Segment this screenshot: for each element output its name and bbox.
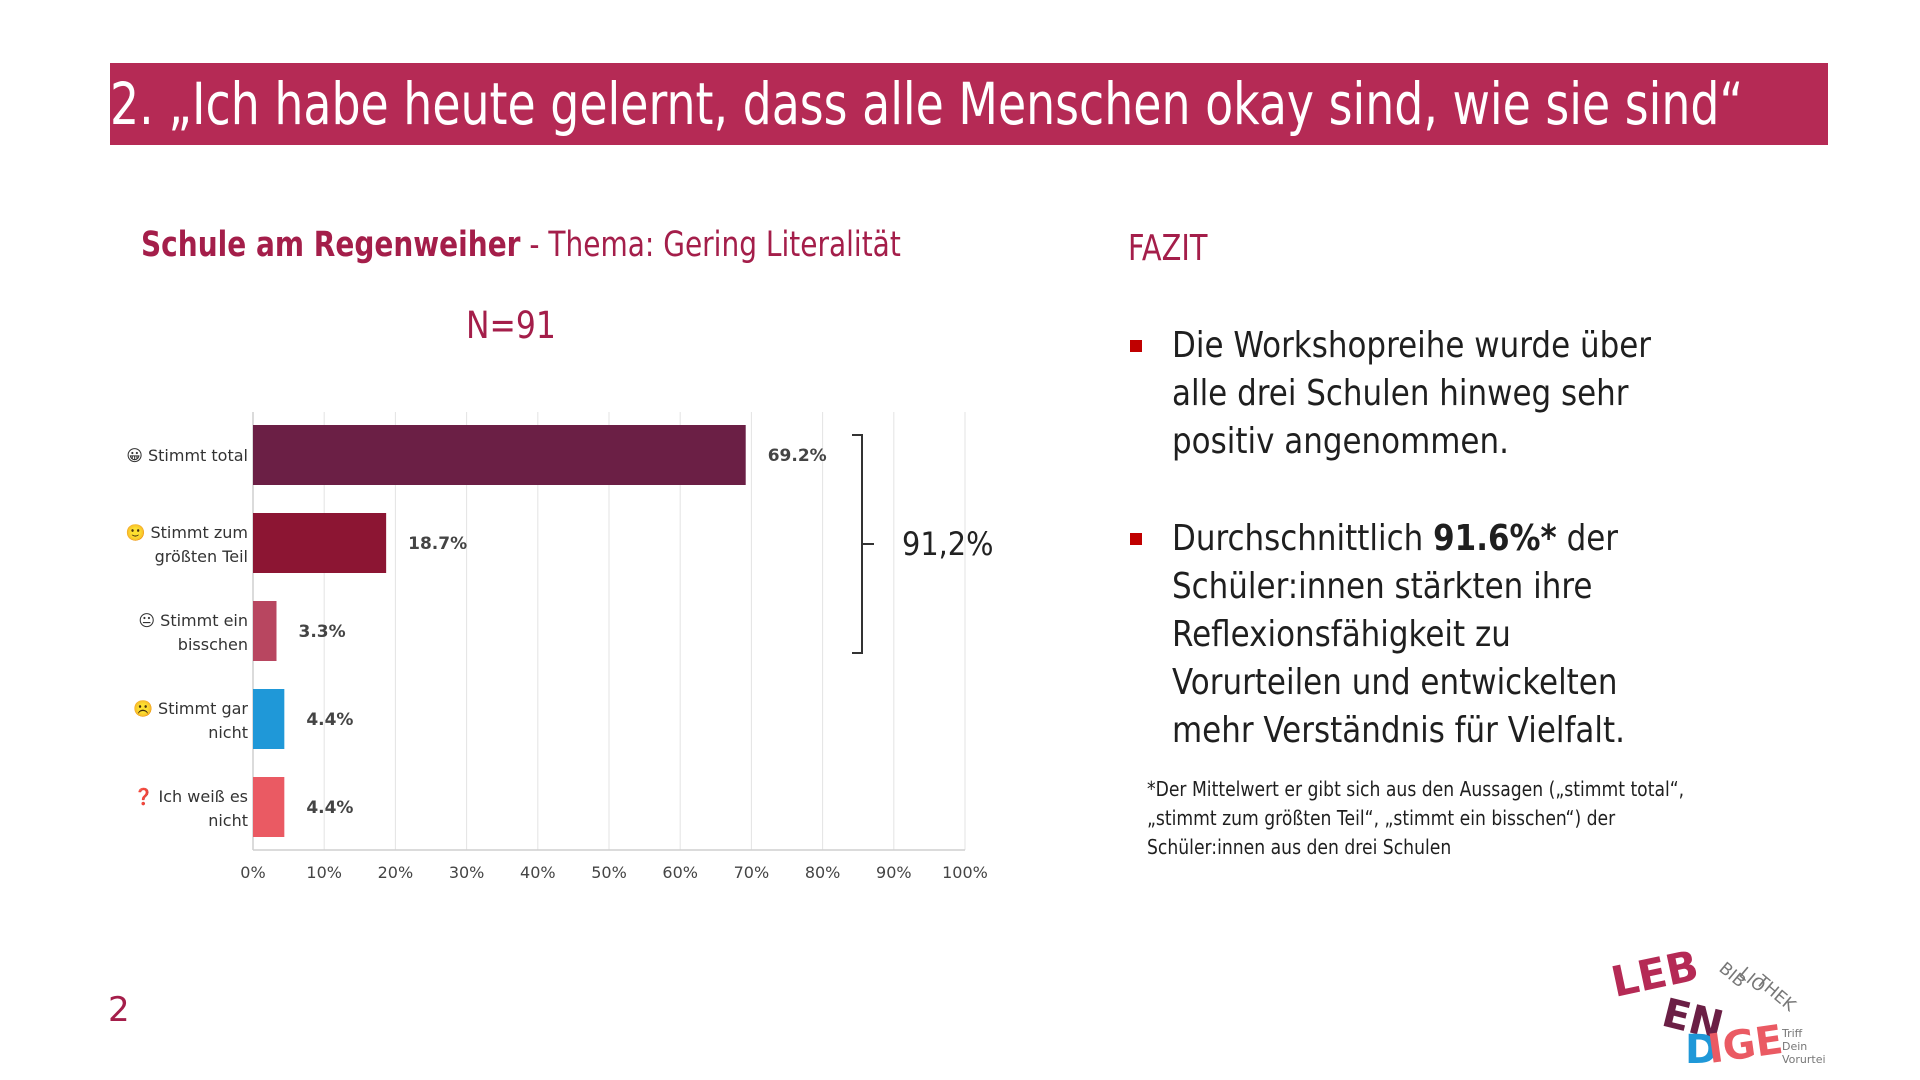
bracket: [852, 434, 874, 654]
slide-title: 2. „Ich habe heute gelernt, dass alle Me…: [110, 70, 1744, 138]
bracket-total-label: 91,2%: [902, 525, 994, 563]
data-label: 3.3%: [298, 622, 345, 642]
x-tick-label: 30%: [449, 863, 485, 882]
category-label: nicht: [208, 811, 248, 830]
logo-tagline-2: Dein: [1782, 1040, 1807, 1053]
category-label: 🙂 Stimmt zum: [125, 523, 248, 542]
category-label: 😐 Stimmt ein: [138, 611, 248, 630]
sample-size-label: N=91: [466, 304, 556, 347]
data-label: 18.7%: [408, 534, 467, 554]
bullet-marker-2: [1130, 533, 1142, 545]
fazit-bullet-1: Die Workshopreihe wurde über alle drei S…: [1172, 325, 1652, 462]
bullet-marker-1: [1130, 340, 1142, 352]
bullet2-percent: 91.6%*: [1433, 518, 1557, 559]
data-label: 69.2%: [768, 446, 827, 466]
data-label: 4.4%: [306, 798, 353, 818]
x-tick-label: 70%: [734, 863, 770, 882]
data-label: 4.4%: [306, 710, 353, 730]
x-tick-label: 20%: [378, 863, 414, 882]
x-tick-label: 80%: [805, 863, 841, 882]
logo-tagline-1: Triff: [1781, 1027, 1803, 1040]
bullet2-post: der Schüler:innen stärkten ihre Reflexio…: [1172, 518, 1625, 751]
logo-tagline-3: Vorurteil.: [1782, 1053, 1825, 1066]
bar: [253, 425, 746, 485]
x-tick-label: 60%: [662, 863, 698, 882]
x-tick-label: 100%: [942, 863, 988, 882]
category-label: größten Teil: [155, 547, 248, 566]
page-number: 2: [108, 990, 130, 1030]
fazit-heading: FAZIT: [1128, 228, 1208, 269]
bar: [253, 513, 387, 573]
bullet2-pre: Durchschnittlich: [1172, 518, 1434, 559]
school-name: Schule am Regenweiher: [141, 225, 521, 265]
chart-topic: - Thema: Gering Literalität: [520, 225, 901, 265]
x-tick-label: 10%: [306, 863, 342, 882]
x-tick-label: 40%: [520, 863, 556, 882]
category-label: nicht: [208, 723, 248, 742]
x-tick-label: 50%: [591, 863, 627, 882]
category-label: 😀 Stimmt total: [126, 446, 248, 465]
category-label: bisschen: [178, 635, 248, 654]
lebendige-bibliothek-logo: LEB EN D IGE BIB LIO THEK Triff Dein Vor…: [1610, 945, 1825, 1070]
logo-word-d: D: [1685, 1027, 1718, 1070]
logo-word-ige: IGE: [1705, 1017, 1786, 1070]
chart-subtitle: Schule am Regenweiher - Thema: Gering Li…: [141, 225, 901, 265]
x-tick-label: 90%: [876, 863, 912, 882]
title-bar: [110, 63, 1828, 145]
bar: [253, 601, 277, 661]
bar: [253, 777, 285, 837]
category-label: ☹️ Stimmt gar: [133, 699, 248, 718]
x-tick-label: 0%: [240, 863, 265, 882]
footnote: *Der Mittelwert er gibt sich aus den Aus…: [1147, 777, 1685, 859]
category-label: ❓ Ich weiß es: [134, 787, 248, 806]
bar: [253, 689, 285, 749]
fazit-bullet-2: Durchschnittlich 91.6%* der Schüler:inne…: [1172, 515, 1679, 755]
